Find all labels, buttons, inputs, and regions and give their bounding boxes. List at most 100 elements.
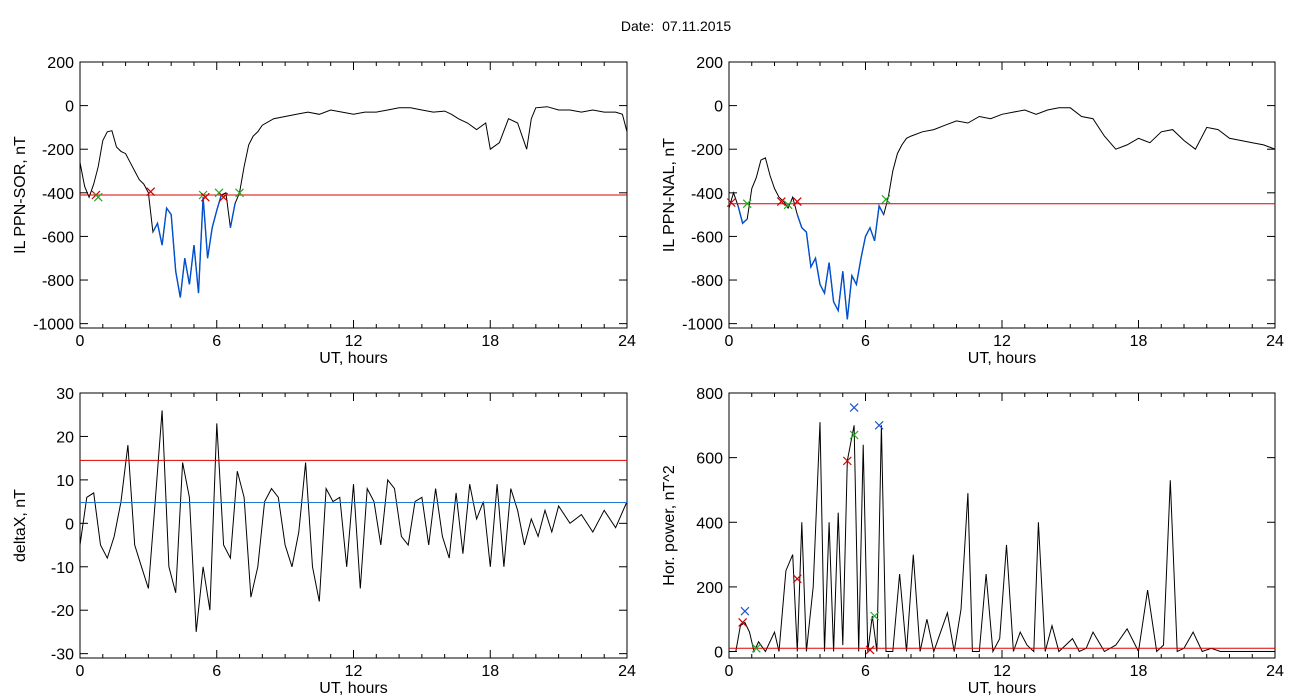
- data-series-line: [80, 410, 627, 632]
- cross-marker: [792, 574, 802, 584]
- y-tick-label: -1000: [33, 317, 74, 334]
- y-tick-label: 0: [65, 99, 74, 116]
- cross-marker: [740, 606, 750, 616]
- y-tick-label: -800: [691, 273, 723, 290]
- x-tick-label: 24: [1266, 663, 1284, 680]
- y-tick-label: -200: [691, 142, 723, 159]
- cross-marker-stroke: [792, 574, 802, 584]
- y-axis-label: deltaX, nT: [12, 489, 29, 562]
- cross-marker: [881, 194, 891, 204]
- cross-marker-stroke: [93, 192, 103, 202]
- y-tick-label: -400: [42, 186, 74, 203]
- below-threshold-segment: [737, 205, 748, 225]
- plot-frame: [728, 61, 1276, 329]
- y-tick-label: -1000: [682, 317, 723, 334]
- cross-marker: [219, 192, 229, 202]
- cross-marker: [751, 643, 761, 653]
- cross-marker-stroke: [792, 197, 802, 206]
- cross-marker: [726, 198, 736, 208]
- y-tick-label: 0: [714, 99, 723, 116]
- cross-marker: [776, 197, 786, 206]
- cross-marker-stroke: [776, 197, 786, 206]
- y-tick-label: 10: [56, 473, 74, 490]
- cross-marker-stroke: [865, 645, 875, 655]
- y-tick-label: 200: [696, 55, 723, 72]
- cross-marker: [742, 199, 752, 209]
- cross-marker-stroke: [751, 643, 761, 653]
- data-series-line: [80, 106, 627, 298]
- cross-marker: [146, 187, 156, 197]
- below-threshold-segment: [152, 194, 222, 298]
- cross-marker-stroke: [214, 188, 224, 198]
- cross-marker: [200, 192, 210, 202]
- x-tick-label: 0: [76, 333, 85, 350]
- cross-marker: [235, 188, 244, 198]
- cross-marker: [792, 197, 802, 206]
- x-tick-label: 12: [345, 333, 363, 350]
- cross-marker-stroke: [842, 456, 852, 466]
- x-tick-label: 12: [345, 663, 363, 680]
- x-tick-label: 24: [618, 663, 636, 680]
- x-tick-label: 6: [212, 663, 221, 680]
- cross-marker: [849, 430, 859, 440]
- cross-marker: [842, 456, 852, 466]
- cross-marker: [849, 403, 859, 412]
- y-tick-label: 20: [56, 429, 74, 446]
- x-tick-label: 6: [212, 333, 221, 350]
- cross-marker: [865, 645, 875, 655]
- x-tick-label: 24: [1266, 333, 1284, 350]
- x-tick-label: 6: [861, 663, 870, 680]
- cross-marker-stroke: [849, 430, 859, 440]
- cross-marker-stroke: [870, 611, 880, 621]
- cross-marker-stroke: [235, 188, 244, 198]
- y-tick-label: 200: [47, 55, 74, 72]
- cross-marker-stroke: [783, 200, 793, 210]
- x-tick-label: 0: [725, 663, 734, 680]
- y-tick-label: -600: [42, 229, 74, 246]
- cross-marker: [738, 618, 748, 627]
- y-tick-label: -600: [691, 229, 723, 246]
- cross-marker-stroke: [726, 198, 736, 208]
- date-label: Date:: [620, 18, 655, 34]
- x-tick-label: 0: [725, 333, 734, 350]
- page-title: Date: 07.11.2015: [0, 18, 1300, 34]
- y-tick-label: -30: [51, 647, 74, 664]
- cross-marker: [783, 200, 793, 210]
- y-tick-label: -200: [42, 142, 74, 159]
- cross-marker-stroke: [874, 420, 884, 430]
- y-tick-label: 800: [696, 386, 723, 403]
- y-axis-label: IL PPN-NAL, nT: [661, 138, 678, 252]
- chart-panel-hor-power: 0 6 12 18 24 0 200 400 600 800 UT, hours Hor. power…: [661, 386, 1284, 697]
- x-axis-label: UT, hours: [319, 680, 387, 697]
- plot-frame: [79, 392, 628, 659]
- y-tick-label: -20: [51, 603, 74, 620]
- x-tick-label: 12: [993, 333, 1011, 350]
- cross-marker-stroke: [849, 403, 859, 412]
- date-value: 07.11.2015: [662, 18, 732, 34]
- y-tick-label: 0: [65, 516, 74, 533]
- y-tick-label: 400: [696, 515, 723, 532]
- data-series-line: [729, 107, 1275, 320]
- y-tick-label: 600: [696, 451, 723, 468]
- cross-marker-stroke: [738, 618, 748, 627]
- cross-marker-stroke: [740, 606, 750, 616]
- y-tick-label: -10: [51, 560, 74, 577]
- y-tick-label: -400: [691, 186, 723, 203]
- y-tick-label: 30: [56, 386, 74, 403]
- cross-marker: [93, 192, 103, 202]
- y-tick-label: 0: [714, 645, 723, 662]
- x-tick-label: 24: [618, 333, 636, 350]
- data-series-line: [729, 422, 1275, 654]
- y-axis-label: Hor. power, nT^2: [661, 465, 678, 586]
- x-tick-label: 0: [76, 663, 85, 680]
- x-axis-label: UT, hours: [319, 350, 387, 367]
- chart-panel-ppn-nal: 0 6 12 18 24 -1000 -800 -600 -400 -200 0 200 UT, hou…: [661, 55, 1284, 367]
- cross-marker: [870, 611, 880, 621]
- x-tick-label: 18: [1130, 333, 1148, 350]
- x-axis-label: UT, hours: [968, 350, 1036, 367]
- y-axis-label: IL PPN-SOR, nT: [12, 136, 29, 254]
- cross-marker-stroke: [146, 187, 156, 197]
- cross-marker-stroke: [200, 192, 210, 202]
- y-tick-label: 200: [696, 580, 723, 597]
- cross-marker: [874, 420, 884, 430]
